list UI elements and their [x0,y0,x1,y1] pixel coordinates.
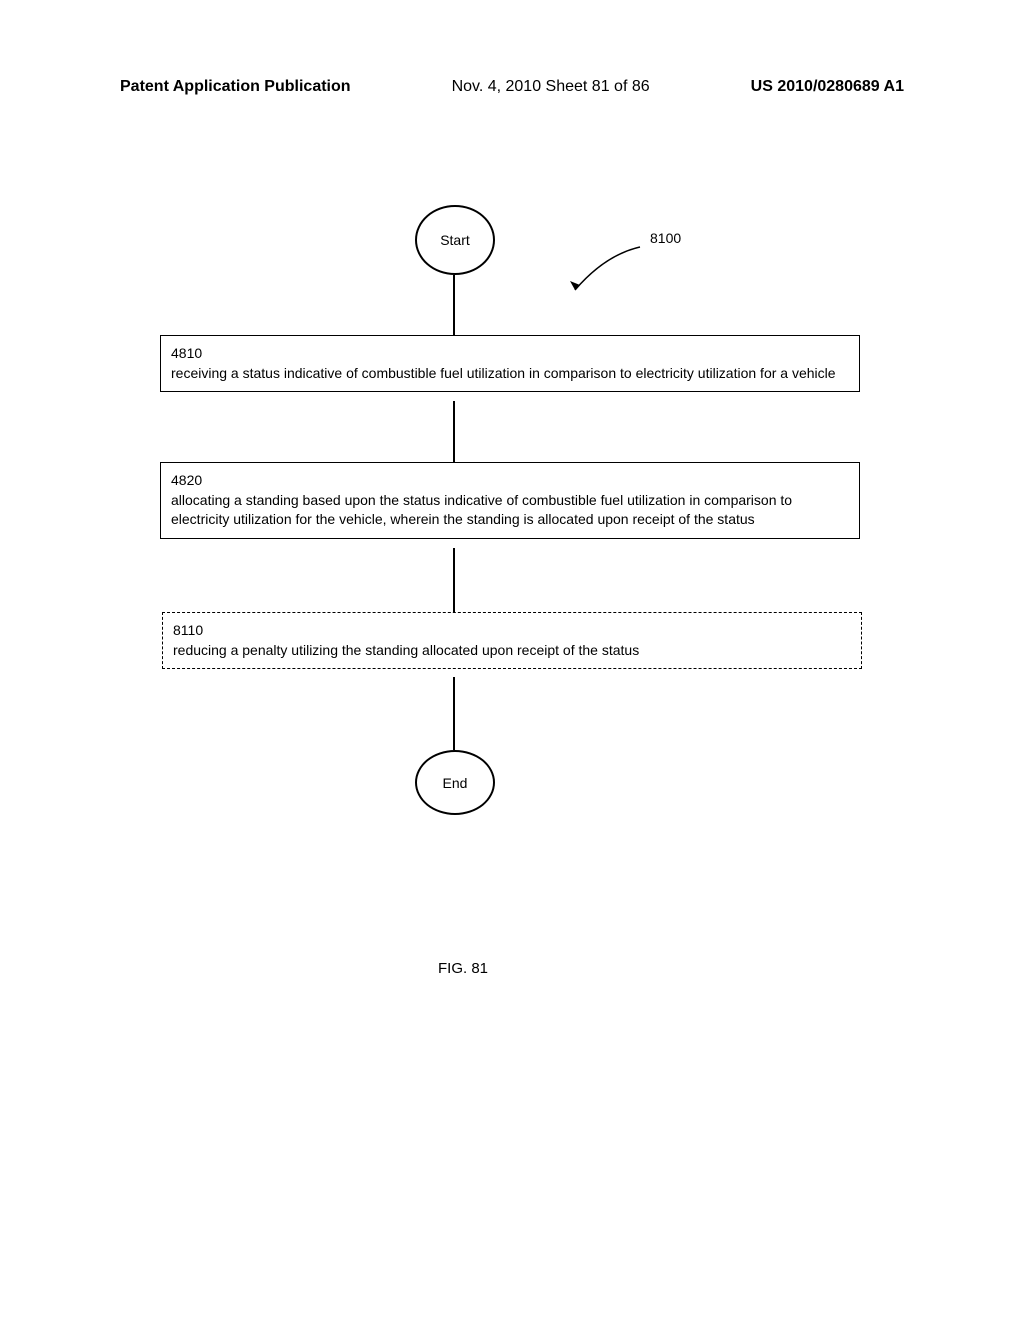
box-text: receiving a status indicative of combust… [171,365,836,381]
start-node: Start [415,205,495,275]
box-id: 4810 [171,344,849,364]
end-label: End [443,775,468,791]
connector-line [453,275,455,335]
connector-line [453,401,455,463]
page-header: Patent Application Publication Nov. 4, 2… [0,78,1024,96]
start-label: Start [440,232,470,248]
box-id: 4820 [171,471,849,491]
figure-caption: FIG. 81 [438,960,488,977]
process-box-8110: 8110 reducing a penalty utilizing the st… [162,612,862,669]
reference-arrow [565,245,645,295]
header-right-text: US 2010/0280689 A1 [751,78,904,96]
reference-number: 8100 [650,230,681,246]
box-text: reducing a penalty utilizing the standin… [173,642,639,658]
end-node: End [415,750,495,815]
connector-line [453,548,455,613]
process-box-4820: 4820 allocating a standing based upon th… [160,462,860,539]
connector-line [453,677,455,750]
box-text: allocating a standing based upon the sta… [171,492,792,528]
process-box-4810: 4810 receiving a status indicative of co… [160,335,860,392]
header-center-text: Nov. 4, 2010 Sheet 81 of 86 [452,78,650,96]
header-left-text: Patent Application Publication [120,78,351,96]
box-id: 8110 [173,621,851,641]
